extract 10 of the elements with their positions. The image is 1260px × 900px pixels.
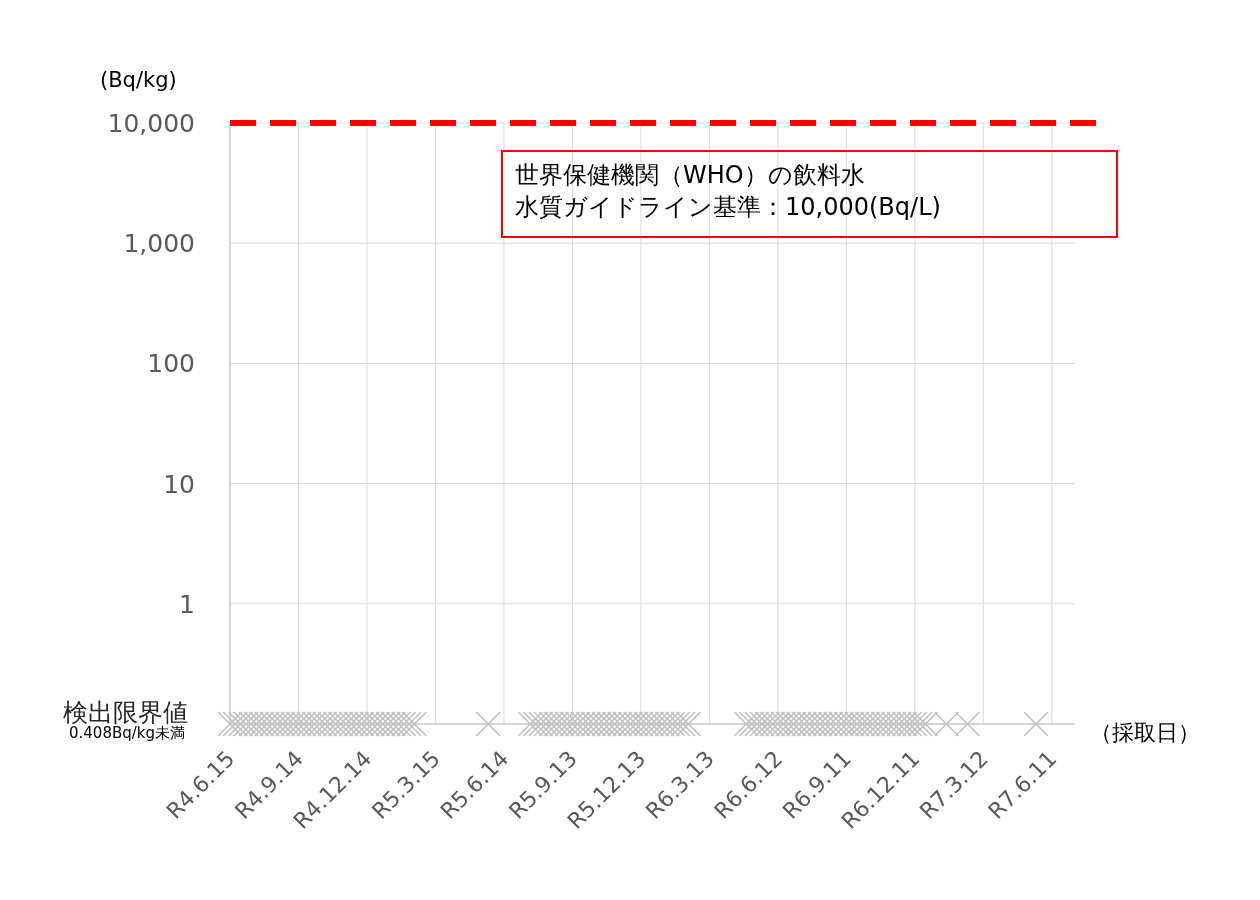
annotation: 世界保健機関（WHO）の飲料水 xyxy=(515,161,865,189)
y-tick-label: 1,000 xyxy=(123,229,195,259)
y-tick-label: 10 xyxy=(163,469,195,499)
y-tick-label: 100 xyxy=(147,349,195,379)
x-axis-title: （採取日） xyxy=(1090,720,1200,745)
y-axis-title: (Bq/kg) xyxy=(100,68,177,92)
annotation: 水質ガイドライン基準：10,000(Bq/L) xyxy=(515,193,941,221)
y-tick-label: 1 xyxy=(179,589,195,619)
y-tick-label: 10,000 xyxy=(107,109,195,138)
y-tick-label: 検出限界値 0.408Bq/kg未満 xyxy=(63,698,188,742)
